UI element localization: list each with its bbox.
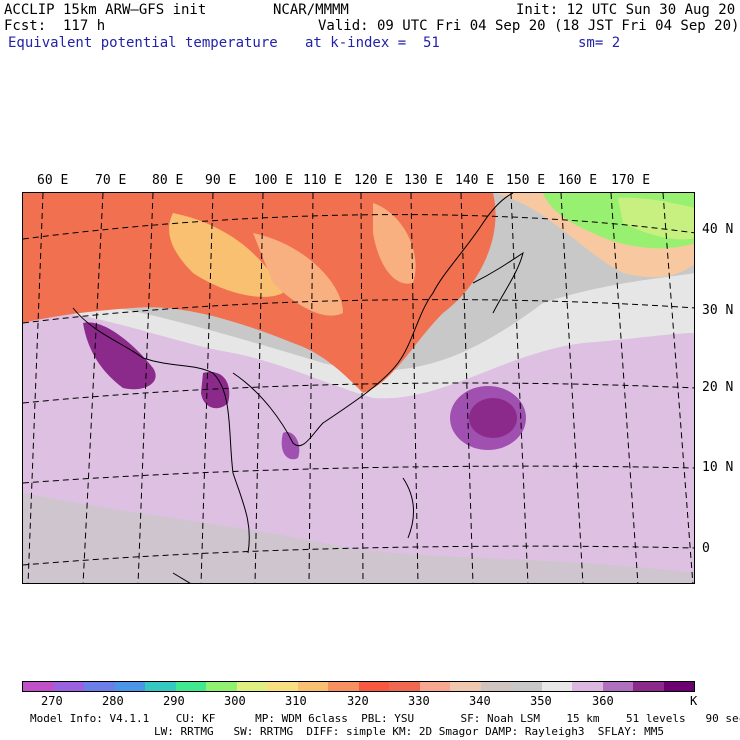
valid-time: Valid: 09 UTC Fri 04 Sep 20 (18 JST Fri … — [318, 18, 740, 34]
colorbar-tick: 360 — [592, 694, 614, 708]
colorbar-swatch — [23, 682, 54, 691]
variable-name: Equivalent potential temperature — [8, 35, 278, 51]
colorbar-swatch — [206, 682, 237, 691]
colorbar-swatch — [175, 682, 206, 691]
colorbar-swatch — [53, 682, 84, 691]
colorbar-unit: K — [690, 694, 698, 708]
colorbar-swatch — [602, 682, 633, 691]
init-time: Init: 12 UTC Sun 30 Aug 20 — [516, 2, 736, 18]
colorbar-swatch — [663, 682, 694, 691]
moist-region — [23, 308, 694, 583]
high-theta-e-region — [201, 372, 230, 409]
colorbar-tick: 320 — [347, 694, 369, 708]
colorbar-swatch — [236, 682, 267, 691]
orange-patch — [253, 233, 343, 316]
theta-e-field — [23, 193, 694, 583]
high-theta-e-region — [83, 322, 156, 390]
lat-label: 40 N — [702, 222, 734, 237]
colorbar-tick: 280 — [102, 694, 124, 708]
smoothing-value: sm= 2 — [578, 35, 621, 51]
colorbar-tick: 270 — [41, 694, 63, 708]
colorbar-tick: 300 — [224, 694, 246, 708]
colorbar-tick: 350 — [530, 694, 552, 708]
center-name: NCAR/MMMM — [273, 2, 349, 18]
lat-label: 30 N — [702, 303, 734, 318]
lon-label: 60 E — [37, 173, 69, 188]
colorbar-tick: 340 — [469, 694, 491, 708]
orange-patch — [373, 203, 416, 284]
colorbar-tick: 290 — [163, 694, 185, 708]
graticule — [23, 193, 694, 583]
lon-label: 160 E — [558, 173, 598, 188]
colorbar-swatch — [358, 682, 389, 691]
colorbar-swatch — [572, 682, 603, 691]
colorbar-swatch — [114, 682, 145, 691]
colorbar-swatch — [541, 682, 572, 691]
lon-label: 110 E — [303, 173, 343, 188]
lon-label: 80 E — [152, 173, 184, 188]
lon-label: 170 E — [611, 173, 651, 188]
cool-ocean-region — [618, 197, 694, 240]
colorbar-swatch — [267, 682, 298, 691]
map-panel — [22, 192, 695, 584]
lat-label: 20 N — [702, 380, 734, 395]
forecast-hour: Fcst: 117 h — [4, 18, 106, 34]
coastlines — [72, 193, 524, 583]
level-index: at k-index = 51 — [305, 35, 440, 51]
colorbar-swatch — [633, 682, 664, 691]
colorbar-tick: 330 — [408, 694, 430, 708]
colorbar-swatch — [145, 682, 176, 691]
lon-label: 150 E — [506, 173, 546, 188]
colorbar-swatch — [389, 682, 420, 691]
lon-label: 70 E — [95, 173, 127, 188]
lat-label: 10 N — [702, 460, 734, 475]
lat-label: 0 — [702, 541, 710, 556]
colorbar-swatch — [84, 682, 115, 691]
colorbar-swatch — [328, 682, 359, 691]
grey-band — [23, 493, 694, 583]
colorbar-swatch — [511, 682, 542, 691]
colorbar-swatch — [297, 682, 328, 691]
orange-patch — [169, 213, 283, 297]
high-theta-e-region — [281, 432, 300, 460]
lon-label: 140 E — [455, 173, 495, 188]
lon-label: 90 E — [205, 173, 237, 188]
lon-label: 100 E — [254, 173, 294, 188]
model-info-line1: Model Info: V4.1.1 CU: KF MP: WDM 6class… — [30, 712, 740, 725]
colorbar — [22, 681, 695, 692]
colorbar-swatch — [480, 682, 511, 691]
lon-label: 130 E — [404, 173, 444, 188]
lon-label: 120 E — [354, 173, 394, 188]
typhoon-core — [469, 398, 517, 438]
colorbar-swatch — [450, 682, 481, 691]
model-info-line2: LW: RRTMG SW: RRTMG DIFF: simple KM: 2D … — [154, 725, 664, 738]
colorbar-tick: 310 — [285, 694, 307, 708]
colorbar-swatch — [419, 682, 450, 691]
model-title: ACCLIP 15km ARW–GFS init — [4, 2, 207, 18]
